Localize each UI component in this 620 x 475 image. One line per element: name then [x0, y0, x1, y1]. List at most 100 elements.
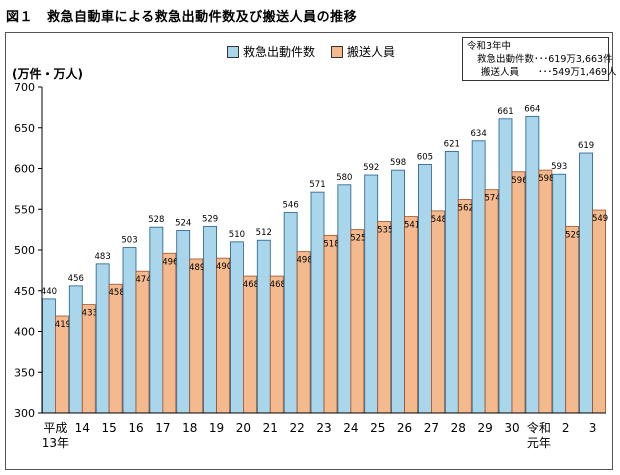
x-tick-label: 25: [370, 421, 385, 435]
summary-transported: 搬送人員 ･･･549万1,469人: [481, 67, 617, 78]
data-label-transported: 474: [135, 275, 151, 285]
data-label-dispatches: 621: [444, 139, 460, 149]
y-tick-label: 700: [14, 81, 35, 94]
x-tick-label: 19: [209, 421, 224, 435]
data-label-dispatches: 528: [148, 215, 164, 225]
y-axis-unit-label: (万件・万人): [12, 67, 83, 81]
data-label-dispatches: 571: [309, 180, 325, 190]
summary-dispatches: 救急出動件数･･･619万3,663件: [477, 54, 613, 65]
bar-dispatches: [149, 226, 164, 414]
data-label-transported: 498: [297, 256, 313, 266]
data-label-transported: 490: [216, 262, 232, 272]
legend-label-transported: 搬送人員: [347, 45, 396, 59]
bar-transported: [323, 234, 338, 414]
x-tick-label: 23: [316, 421, 331, 435]
bar-dispatches: [230, 241, 244, 414]
bar-dispatches: [418, 164, 432, 414]
bar-transported: [592, 209, 606, 414]
bar-dispatches: [176, 230, 191, 414]
x-tick-label: 令和: [527, 420, 551, 435]
bar-dispatches: [471, 140, 486, 414]
x-tick-label: 平成: [43, 421, 67, 435]
bar-transported: [457, 199, 472, 414]
data-label-dispatches: 580: [336, 173, 352, 183]
x-tick-label: 27: [424, 421, 439, 435]
legend-item-dispatches: 救急出動件数: [227, 43, 315, 60]
y-tick-label: 650: [14, 122, 35, 135]
y-tick-label: 600: [14, 163, 35, 176]
x-tick-label: 21: [263, 421, 278, 435]
bar-transported: [350, 229, 365, 414]
bar-dispatches: [42, 298, 56, 414]
x-tick-label: 14: [75, 421, 90, 435]
data-label-transported: 596: [511, 176, 527, 186]
x-tick-label: 16: [128, 421, 143, 435]
y-tick-label: 300: [14, 407, 35, 420]
y-tick-label: 350: [14, 366, 35, 379]
x-tick-label: 13年: [42, 436, 69, 450]
bar-transported: [484, 189, 499, 414]
bar-transported: [55, 315, 69, 414]
data-label-transported: 535: [377, 225, 393, 235]
legend-swatch-transported: [331, 45, 344, 58]
bar-dispatches: [256, 239, 271, 414]
x-tick-label: 3: [589, 421, 597, 435]
data-label-dispatches: 440: [41, 287, 57, 297]
x-tick-label: 18: [182, 421, 197, 435]
data-label-transported: 468: [270, 280, 286, 290]
data-label-transported: 458: [109, 288, 125, 298]
data-label-dispatches: 524: [175, 218, 191, 228]
y-tick-label: 550: [14, 203, 35, 216]
x-tick-label: 28: [451, 421, 466, 435]
summary-box: 令和3年中 救急出動件数･･･619万3,663件 搬送人員 ･･･549万1,…: [462, 37, 617, 81]
data-label-dispatches: 593: [551, 162, 567, 172]
bar-dispatches: [525, 115, 540, 414]
bar-transported: [189, 258, 204, 414]
legend-label-dispatches: 救急出動件数: [243, 45, 316, 59]
x-tick-label: 24: [343, 421, 358, 435]
y-tick-label: 500: [14, 244, 35, 257]
data-label-transported: 541: [404, 221, 420, 231]
data-label-transported: 433: [82, 309, 98, 319]
data-label-transported: 518: [323, 239, 339, 249]
data-label-dispatches: 503: [121, 236, 137, 246]
bar-dispatches: [552, 173, 567, 414]
bar-transported: [538, 169, 553, 414]
bar-transported: [216, 257, 230, 414]
bar-transported: [81, 304, 96, 414]
x-tick-label: 30: [504, 421, 519, 435]
legend: 救急出動件数 搬送人員: [227, 43, 405, 60]
data-label-transported: 598: [538, 174, 554, 184]
bar-transported: [135, 270, 150, 414]
data-label-transported: 496: [162, 257, 178, 267]
x-tick-label: 22: [290, 421, 305, 435]
bar-transported: [108, 283, 123, 414]
bar-transported: [377, 221, 392, 414]
x-tick-label: 2: [562, 421, 570, 435]
data-label-dispatches: 664: [524, 104, 540, 114]
data-label-transported: 489: [189, 263, 205, 273]
data-label-transported: 549: [592, 214, 608, 224]
bar-transported: [431, 210, 445, 414]
x-tick-label: 15: [102, 421, 117, 435]
bar-dispatches: [310, 191, 325, 414]
data-label-transported: 468: [243, 280, 259, 290]
bar-transported: [243, 275, 257, 414]
bar-transported: [162, 252, 177, 414]
bar-dispatches: [579, 152, 593, 414]
data-label-dispatches: 512: [256, 228, 272, 238]
bar-dispatches: [337, 184, 352, 414]
bar-dispatches: [391, 169, 405, 414]
bar-dispatches: [68, 285, 83, 414]
data-label-transported: 529: [565, 230, 581, 240]
figure-title: 図１ 救急自動車による救急出動件数及び搬送人員の推移: [6, 6, 357, 25]
x-tick-label: 17: [155, 421, 170, 435]
legend-item-transported: 搬送人員: [331, 43, 395, 60]
legend-swatch-dispatches: [227, 45, 239, 58]
bar-transported: [404, 216, 418, 414]
bar-transported: [511, 171, 526, 414]
data-label-transported: 525: [350, 234, 366, 244]
figure-number: 図１: [6, 10, 34, 25]
data-label-transported: 562: [458, 203, 474, 213]
